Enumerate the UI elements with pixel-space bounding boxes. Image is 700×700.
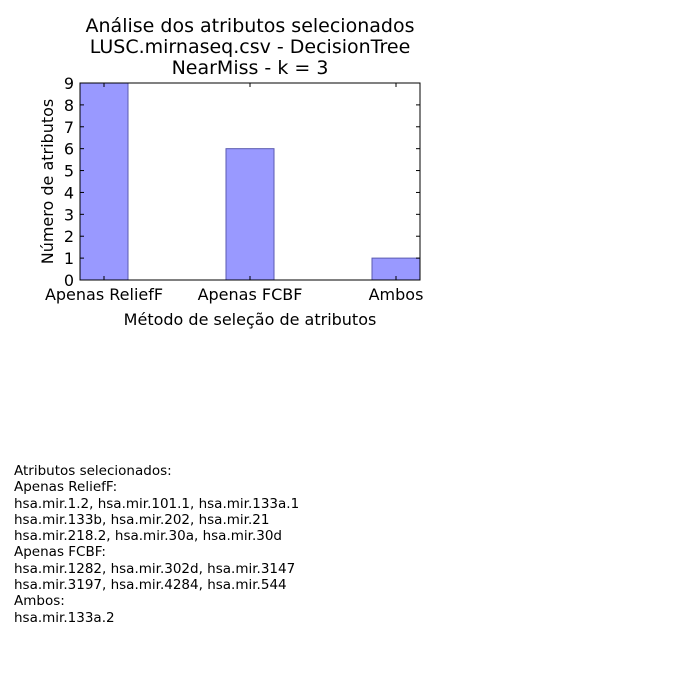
y-tick-label: 4 bbox=[64, 183, 74, 202]
y-axis-ticks: 0 1 2 3 4 5 6 7 8 9 bbox=[64, 74, 420, 290]
y-tick-label: 7 bbox=[64, 118, 74, 137]
y-tick-label: 5 bbox=[64, 162, 74, 181]
y-tick-label: 6 bbox=[64, 140, 74, 159]
x-tick-label: Ambos bbox=[369, 285, 424, 304]
y-tick-label: 8 bbox=[64, 96, 74, 115]
note-line: Atributos selecionados: bbox=[14, 463, 172, 479]
bar-chart: Análise dos atributos selecionadosLUSC.m… bbox=[38, 15, 423, 329]
y-tick-label: 9 bbox=[64, 74, 74, 93]
note-line: hsa.mir.218.2, hsa.mir.30a, hsa.mir.30d bbox=[14, 528, 282, 545]
bar-apenas-fcbf bbox=[225, 148, 275, 281]
bars-group bbox=[79, 82, 421, 281]
note-line: hsa.mir.1.2, hsa.mir.101.1, hsa.mir.133a… bbox=[14, 495, 300, 512]
x-axis-ticks: Apenas ReliefF Apenas FCBF Ambos bbox=[45, 83, 423, 304]
note-line: hsa.mir.133a.2 bbox=[14, 609, 115, 626]
note-line: Apenas FCBF: bbox=[14, 544, 106, 561]
bar-apenas-relieff bbox=[79, 82, 129, 281]
y-tick-label: 1 bbox=[64, 249, 74, 268]
note-line: Ambos: bbox=[14, 593, 65, 610]
x-tick-label: Apenas FCBF bbox=[198, 285, 303, 304]
x-axis-label: Método de seleção de atributos bbox=[124, 310, 377, 329]
chart-title: Análise dos atributos selecionadosLUSC.m… bbox=[86, 15, 415, 79]
note-line: Apenas ReliefF: bbox=[14, 479, 118, 496]
note-line: hsa.mir.1282, hsa.mir.302d, hsa.mir.3147 bbox=[14, 560, 296, 577]
selected-attributes-notes: Atributos selecionados: Apenas ReliefF: hs… bbox=[14, 463, 299, 626]
x-tick-label: Apenas ReliefF bbox=[45, 285, 163, 304]
y-tick-label: 3 bbox=[64, 205, 74, 224]
y-axis-label: Número de atributos bbox=[38, 99, 57, 265]
chart-title-line-1: Análise dos atributos selecionados bbox=[86, 15, 415, 37]
y-tick-label: 0 bbox=[64, 271, 74, 290]
chart-title-line-2: LUSC.mirnaseq.csv - DecisionTree bbox=[90, 36, 411, 58]
note-line: hsa.mir.3197, hsa.mir.4284, hsa.mir.544 bbox=[14, 577, 287, 594]
y-tick-label: 2 bbox=[64, 227, 74, 246]
chart-title-line-3: NearMiss - k = 3 bbox=[172, 57, 329, 79]
note-line: hsa.mir.133b, hsa.mir.202, hsa.mir.21 bbox=[14, 511, 270, 528]
